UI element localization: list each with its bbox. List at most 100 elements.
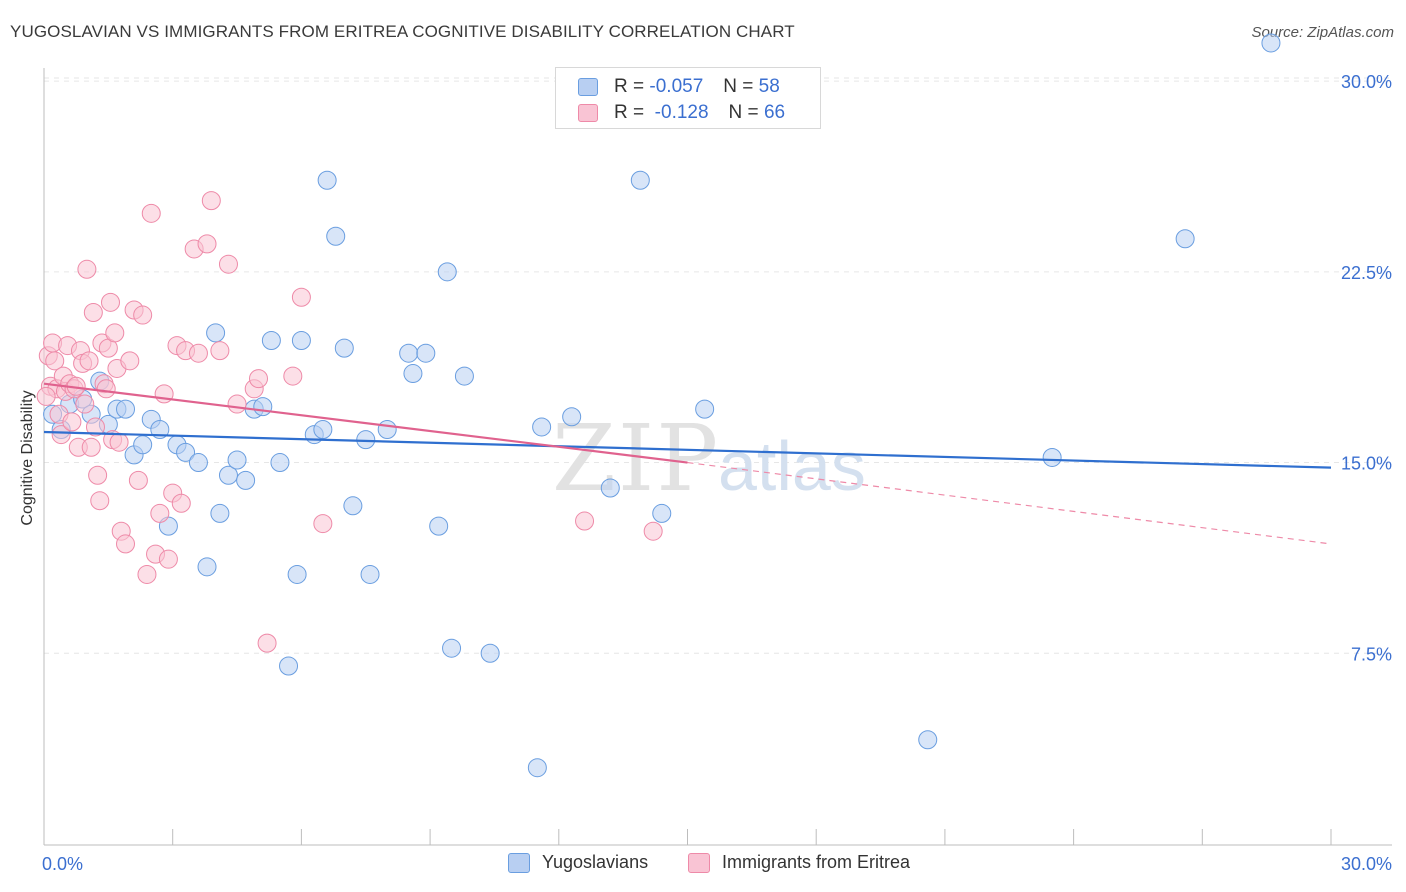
- correlation-legend: R = -0.057 N = 58 R = -0.128 N = 66: [555, 67, 821, 129]
- point-eritrea: [120, 351, 140, 371]
- point-yugoslavians: [287, 564, 307, 584]
- legend-r-value: -0.128: [654, 102, 709, 123]
- point-yugoslavians: [1261, 33, 1281, 53]
- point-eritrea: [109, 432, 129, 452]
- point-eritrea: [83, 303, 103, 323]
- watermark: ZIP atlas: [552, 405, 866, 512]
- point-eritrea: [128, 470, 148, 490]
- watermark-atlas: atlas: [718, 427, 866, 505]
- point-yugoslavians: [527, 758, 547, 778]
- point-eritrea: [81, 437, 101, 457]
- axes: [43, 68, 1392, 846]
- point-eritrea: [575, 511, 595, 531]
- trend-lines: [43, 382, 1332, 545]
- point-yugoslavians: [279, 656, 299, 676]
- point-eritrea: [62, 412, 82, 432]
- point-eritrea: [257, 633, 277, 653]
- point-yugoslavians: [261, 330, 281, 350]
- point-yugoslavians: [218, 465, 238, 485]
- point-yugoslavians: [188, 453, 208, 473]
- legend-r-label: R =: [614, 76, 645, 97]
- legend-n-label: N =: [723, 76, 754, 97]
- point-yugoslavians: [197, 557, 217, 577]
- legend-row-eritrea: R = -0.128 N = 66: [578, 101, 785, 125]
- point-yugoslavians: [236, 470, 256, 490]
- point-yugoslavians: [1042, 447, 1062, 467]
- point-yugoslavians: [437, 262, 457, 282]
- point-yugoslavians: [210, 503, 230, 523]
- legend-row-yugoslavians: R = -0.057 N = 58: [578, 75, 780, 99]
- point-eritrea: [90, 491, 110, 511]
- point-yugoslavians: [399, 343, 419, 363]
- trend-line-yugoslavians: [43, 430, 1332, 469]
- series-label-eritrea: Immigrants from Eritrea: [722, 852, 911, 872]
- series-legend: Yugoslavians Immigrants from Eritrea: [0, 852, 1406, 876]
- legend-n-label: N =: [728, 102, 759, 123]
- point-eritrea: [171, 493, 191, 513]
- point-eritrea: [85, 417, 105, 437]
- y-tick-label: 7.5%: [1351, 644, 1392, 664]
- chart-title: YUGOSLAVIAN VS IMMIGRANTS FROM ERITREA C…: [10, 22, 795, 41]
- point-yugoslavians: [429, 516, 449, 536]
- point-eritrea: [137, 564, 157, 584]
- legend-swatch-yugoslavians: [578, 78, 598, 96]
- point-eritrea: [77, 259, 97, 279]
- point-eritrea: [36, 386, 56, 406]
- y-tick-label: 15.0%: [1341, 454, 1392, 474]
- point-eritrea: [88, 465, 108, 485]
- legend-n-value: 66: [763, 102, 786, 123]
- point-eritrea: [201, 191, 221, 211]
- series-label-yugoslavians: Yugoslavians: [542, 852, 649, 872]
- point-yugoslavians: [695, 399, 715, 419]
- point-eritrea: [79, 351, 99, 371]
- legend-n-value: 58: [758, 76, 780, 97]
- point-eritrea: [96, 379, 116, 399]
- point-yugoslavians: [1175, 229, 1195, 249]
- point-yugoslavians: [206, 323, 226, 343]
- point-yugoslavians: [480, 643, 500, 663]
- point-yugoslavians: [313, 419, 333, 439]
- point-eritrea: [283, 366, 303, 386]
- point-eritrea: [249, 369, 268, 389]
- point-yugoslavians: [317, 170, 337, 190]
- point-eritrea: [218, 254, 238, 274]
- trend-line-eritrea: [43, 382, 688, 464]
- point-yugoslavians: [253, 397, 273, 417]
- legend-r-label: R =: [614, 102, 645, 123]
- point-yugoslavians: [343, 496, 363, 516]
- point-yugoslavians: [416, 343, 436, 363]
- point-eritrea: [51, 425, 71, 445]
- point-yugoslavians: [133, 435, 153, 455]
- point-eritrea: [100, 292, 120, 312]
- point-eritrea: [133, 305, 153, 325]
- point-yugoslavians: [454, 366, 474, 386]
- point-eritrea: [116, 534, 136, 554]
- point-eritrea: [227, 394, 247, 414]
- point-yugoslavians: [326, 226, 346, 246]
- trend-line-eritrea-extension: [687, 461, 1332, 545]
- point-eritrea: [75, 394, 95, 414]
- point-eritrea: [188, 343, 208, 363]
- point-eritrea: [291, 287, 311, 307]
- legend-swatch-eritrea: [578, 104, 598, 122]
- legend-r-value: -0.057: [649, 76, 704, 97]
- point-yugoslavians: [227, 450, 247, 470]
- point-eritrea: [105, 323, 125, 343]
- point-yugoslavians: [652, 503, 672, 523]
- point-yugoslavians: [562, 407, 582, 427]
- watermark-zip: ZIP: [552, 405, 720, 512]
- series-legend-eritrea: Immigrants from Eritrea: [688, 852, 910, 873]
- series-swatch-yugoslavians: [508, 852, 530, 873]
- point-eritrea: [150, 503, 170, 523]
- point-eritrea: [158, 549, 178, 569]
- x-tick-label: 30.0%: [1341, 854, 1392, 874]
- point-yugoslavians: [334, 338, 354, 358]
- point-yugoslavians: [150, 419, 170, 439]
- data-points: [36, 33, 1281, 778]
- point-yugoslavians: [116, 399, 136, 419]
- point-yugoslavians: [270, 453, 290, 473]
- point-eritrea: [313, 514, 333, 534]
- point-yugoslavians: [291, 330, 311, 350]
- point-eritrea: [45, 351, 65, 371]
